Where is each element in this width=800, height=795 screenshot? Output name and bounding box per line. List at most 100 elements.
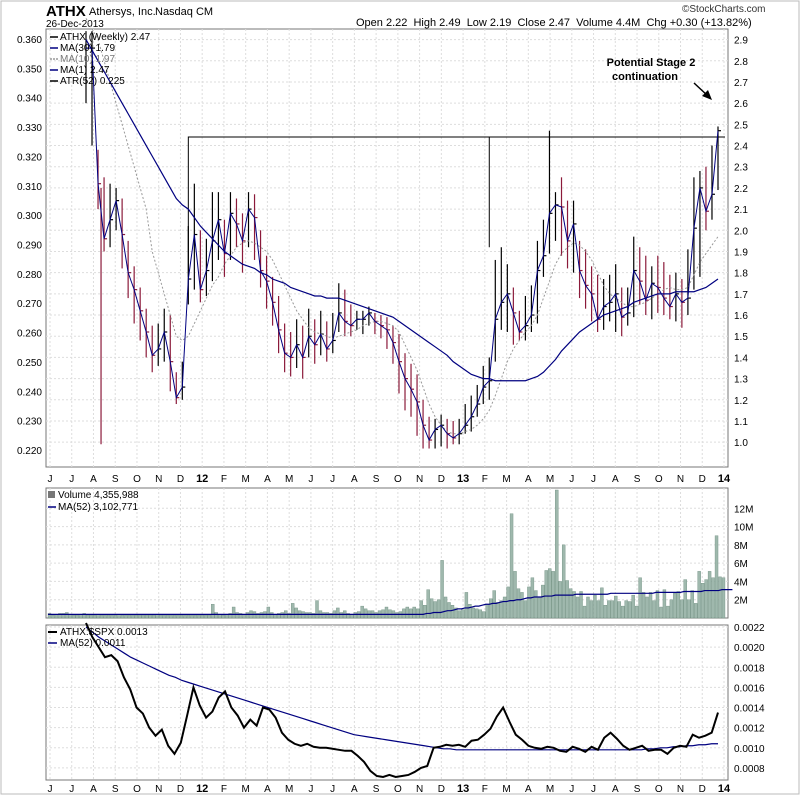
left-axis-tick-label: 0.330 (17, 123, 42, 134)
volume-bar (416, 608, 420, 619)
volume-bar (110, 615, 114, 619)
volume-bar (245, 612, 250, 619)
volume-bar (103, 615, 107, 619)
volume-bar (492, 590, 496, 619)
volume-bar (82, 613, 86, 619)
volume-bar (221, 615, 225, 619)
annotation-text: Potential Stage 2 (607, 57, 696, 69)
volume-bar (461, 609, 465, 619)
x-tick-label: N (155, 474, 162, 485)
volume-bar (89, 615, 93, 619)
left-axis-tick-label: 0.360 (17, 35, 42, 46)
right-axis-tick-label: 1.3 (734, 375, 748, 386)
right-axis-tick-label: 1.4 (734, 353, 748, 364)
x-tick-label: S (373, 784, 380, 795)
volume-bar (134, 615, 139, 619)
x-tick-label: D (699, 474, 706, 485)
volume-bar (551, 571, 555, 619)
volume-bar (669, 599, 674, 619)
volume-bar (471, 607, 476, 619)
x-tick-label: M (242, 784, 250, 795)
volume-bar (270, 612, 274, 619)
volume-bar (548, 568, 552, 619)
x-tick-label: J (569, 474, 574, 485)
right-axis-tick-label: 1.9 (734, 247, 748, 258)
volume-bar (363, 608, 368, 619)
volume-bar (346, 613, 350, 619)
volume-bar (631, 594, 635, 619)
volume-bar (127, 615, 132, 619)
volume-bar (687, 599, 691, 619)
volume-bar (280, 612, 284, 619)
x-tick-label: A (612, 474, 619, 485)
volume-bar (124, 615, 128, 619)
x-tick-label: J (48, 784, 53, 795)
volume-axis-tick-label: 2M (734, 596, 748, 607)
volume-bar (256, 613, 260, 619)
x-tick-label: J (330, 474, 335, 485)
volume-bar (634, 605, 639, 619)
x-tick-label: S (634, 474, 641, 485)
volume-bar (294, 607, 298, 619)
volume-axis-tick-label: 10M (734, 523, 753, 534)
volume-bar (454, 607, 458, 619)
x-tick-label: 14 (718, 783, 731, 795)
volume-ma52-line (48, 589, 733, 615)
ma30-line (85, 39, 719, 382)
x-tick-label: A (525, 784, 532, 795)
x-tick-label: D (177, 784, 184, 795)
volume-bar (141, 615, 145, 619)
x-tick-label: O (394, 474, 402, 485)
volume-bar (582, 605, 587, 619)
volume-bar (624, 600, 628, 619)
left-axis-tick-label: 0.250 (17, 358, 42, 369)
right-axis-tick-label: 1.8 (734, 269, 748, 280)
volume-bar (409, 608, 413, 619)
volume-bar (308, 612, 312, 619)
volume-bar (204, 615, 208, 619)
x-tick-label: A (351, 784, 358, 795)
x-tick-label: N (416, 784, 423, 795)
x-tick-label: 13 (457, 783, 469, 795)
right-axis-tick-label: 2.2 (734, 184, 748, 195)
volume-bar (287, 613, 291, 619)
ratio-line (85, 622, 719, 779)
volume-bar (641, 592, 646, 619)
volume-bar (162, 615, 166, 619)
volume-bar (558, 581, 562, 619)
right-axis-tick-label: 1.6 (734, 311, 748, 322)
ticker-symbol: ATHX (46, 3, 86, 20)
x-tick-label: F (221, 474, 227, 485)
x-tick-label: J (48, 474, 53, 485)
x-tick-label: O (655, 784, 663, 795)
left-axis-tick-label: 0.300 (17, 211, 42, 222)
price-legend-item: MA(30) 1.79 (60, 43, 115, 54)
x-tick-label: A (351, 474, 358, 485)
resistance-line (187, 136, 725, 277)
volume-bar (200, 615, 205, 619)
volume-bar (58, 613, 62, 619)
volume-bar (648, 592, 653, 619)
volume-bar (718, 576, 722, 619)
left-axis-tick-label: 0.230 (17, 417, 42, 428)
price-legend-item: ATR(52) 0.225 (60, 76, 125, 87)
ratio-legend-item: ATHX:$SPX 0.0013 (60, 627, 148, 638)
volume-bar (259, 612, 264, 619)
x-tick-label: 12 (196, 473, 208, 485)
right-axis-tick-label: 2.8 (734, 57, 748, 68)
x-tick-label: N (155, 784, 162, 795)
volume-bar (478, 609, 482, 619)
right-axis-tick-label: 2.0 (734, 226, 748, 237)
left-axis-tick-label: 0.340 (17, 94, 42, 105)
left-axis-tick-label: 0.240 (17, 387, 42, 398)
volume-bar (600, 587, 604, 619)
price-legend-item: MA(1) 2.47 (60, 65, 110, 76)
volume-bar (72, 615, 76, 619)
right-axis-tick-label: 1.7 (734, 290, 748, 301)
volume-bar (231, 606, 236, 619)
volume-legend-item: Volume 4,355,988 (58, 490, 139, 501)
left-axis-tick-label: 0.350 (17, 64, 42, 75)
volume-bar (506, 586, 510, 619)
